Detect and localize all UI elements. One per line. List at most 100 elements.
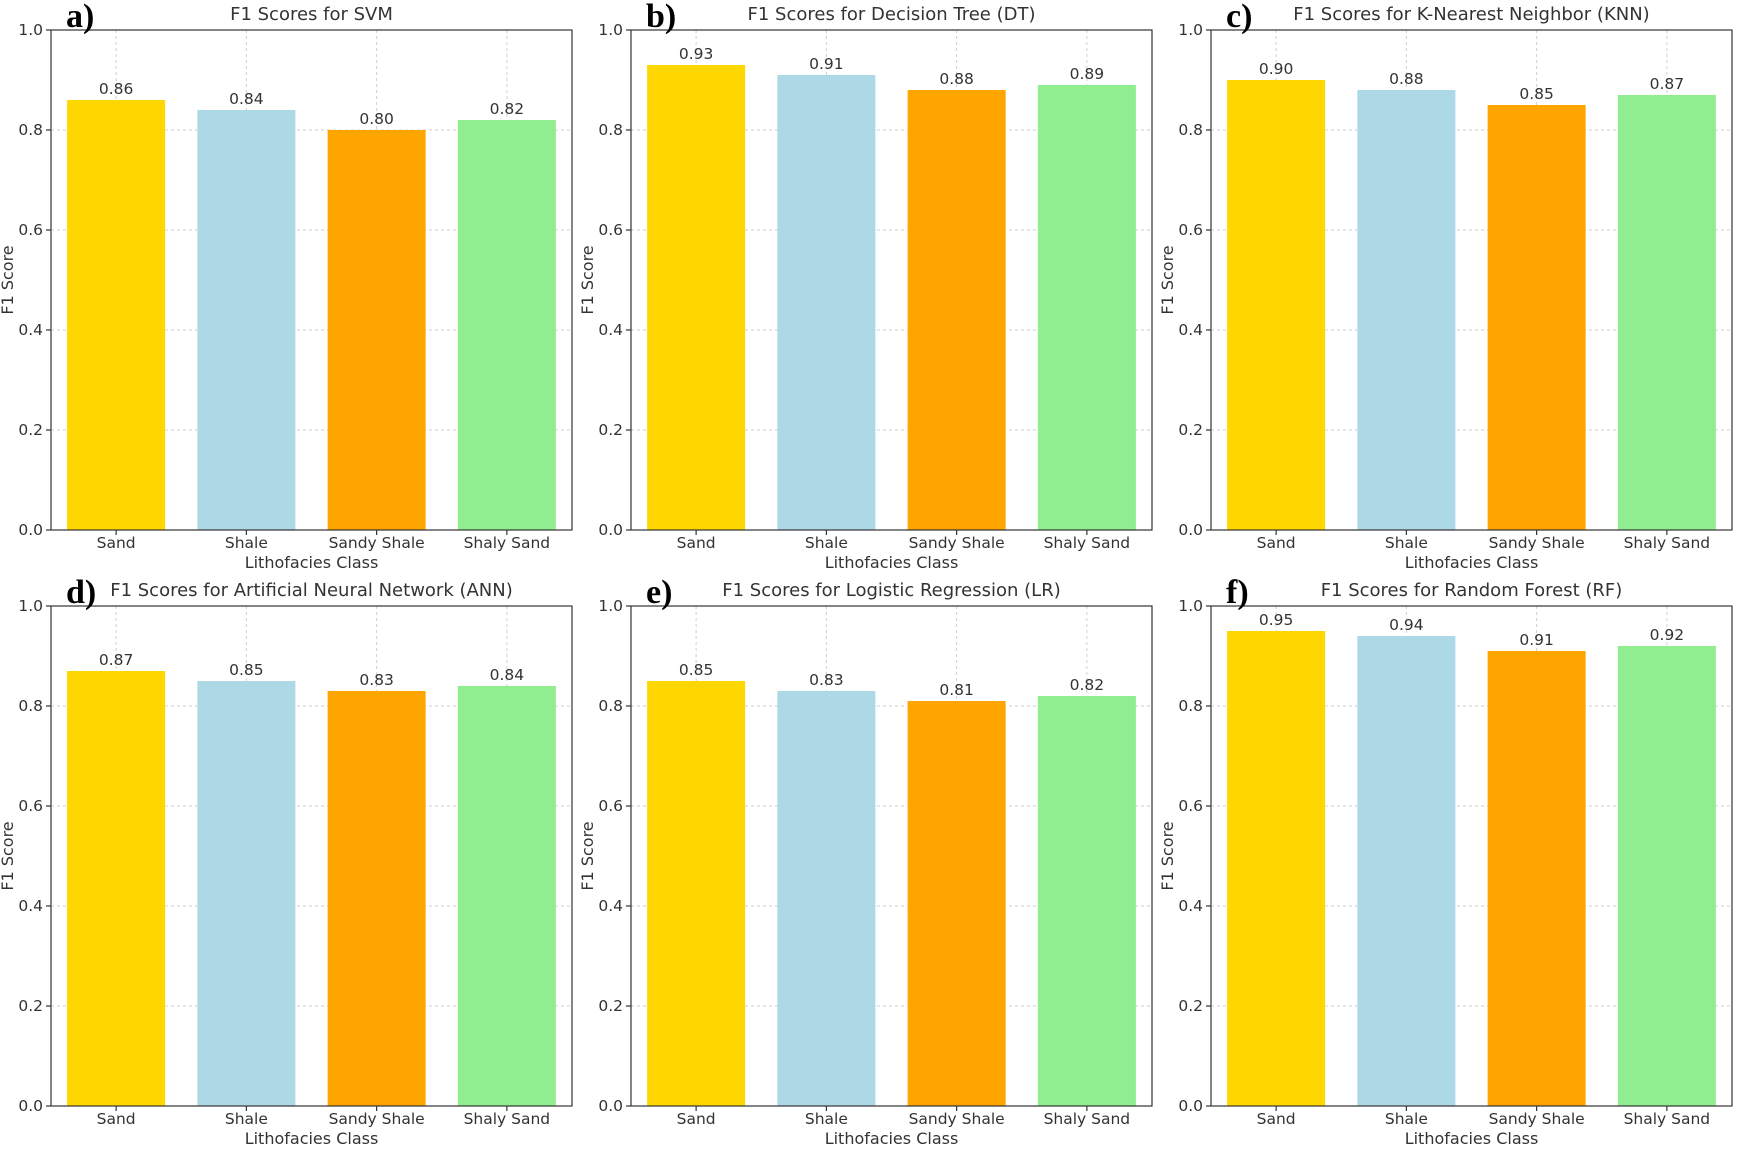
x-tick-label: Sandy Shale <box>1489 534 1585 552</box>
y-tick-label: 0.0 <box>598 521 623 539</box>
data-label: 0.80 <box>359 110 394 128</box>
data-label: 0.86 <box>99 80 134 98</box>
data-label: 0.94 <box>1389 616 1424 634</box>
bar <box>1617 95 1716 530</box>
data-label: 0.91 <box>1519 631 1554 649</box>
chart-panel-6: 0.95 0.94 0.91 0.92 0.0 0.2 0.4 0.6 0.8 1.0 Sand Sh… <box>1158 574 1740 1152</box>
y-tick-label: 0.0 <box>1178 521 1203 539</box>
x-tick-label: Sandy Shale <box>909 1110 1005 1128</box>
chart-title: F1 Scores for Artificial Neural Network … <box>110 580 513 601</box>
data-label: 0.87 <box>1650 75 1685 93</box>
data-label: 0.93 <box>679 45 714 63</box>
bar <box>197 681 296 1106</box>
bar <box>1487 105 1586 530</box>
x-tick-label: Shaly Sand <box>464 1110 551 1128</box>
x-tick-label: Sandy Shale <box>329 534 425 552</box>
chart-title: F1 Scores for SVM <box>230 4 393 25</box>
bar <box>1617 646 1716 1106</box>
x-tick-label: Shale <box>1385 1110 1428 1128</box>
y-tick-label: 0.4 <box>1178 321 1203 339</box>
y-tick-label: 0.0 <box>18 1097 43 1115</box>
panel-letter: f) <box>1226 574 1249 611</box>
axes-frame <box>630 605 1153 1107</box>
x-axis-label: Lithofacies Class <box>245 553 379 572</box>
x-tick-label: Shaly Sand <box>464 534 551 552</box>
bar <box>647 681 746 1106</box>
y-tick-label: 0.4 <box>18 897 43 915</box>
data-label: 0.83 <box>359 671 394 689</box>
x-axis-label: Lithofacies Class <box>825 1129 959 1148</box>
x-tick-label: Sand <box>1257 534 1296 552</box>
y-tick-label: 0.8 <box>18 121 43 139</box>
x-tick-label: Sandy Shale <box>909 534 1005 552</box>
bar <box>327 691 426 1106</box>
y-tick-label: 1.0 <box>598 21 623 39</box>
y-tick-label: 0.0 <box>1178 1097 1203 1115</box>
x-tick-label: Shaly Sand <box>1624 534 1711 552</box>
bar <box>647 65 746 530</box>
bar-chart: 0.95 0.94 0.91 0.92 0.0 0.2 0.4 0.6 0.8 1.0 Sand Sh… <box>1158 580 1733 1148</box>
bar <box>1037 696 1136 1106</box>
data-label: 0.88 <box>939 70 974 88</box>
x-tick-label: Shaly Sand <box>1044 534 1131 552</box>
x-tick-label: Shale <box>805 534 848 552</box>
axes-frame <box>50 605 573 1107</box>
bar <box>1487 651 1586 1106</box>
y-tick-label: 0.2 <box>598 997 623 1015</box>
x-axis-label: Lithofacies Class <box>825 553 959 572</box>
chart-panel-4: 0.87 0.85 0.83 0.84 0.0 0.2 0.4 0.6 0.8 1.0 Sand Sh… <box>0 576 580 1152</box>
x-tick-label: Shaly Sand <box>1624 1110 1711 1128</box>
y-tick-label: 0.6 <box>598 797 623 815</box>
data-label: 0.84 <box>490 666 525 684</box>
y-tick-label: 0.2 <box>1178 997 1203 1015</box>
data-label: 0.83 <box>809 671 844 689</box>
x-tick-label: Shale <box>225 1110 268 1128</box>
bar <box>1037 85 1136 530</box>
bar <box>1357 90 1456 530</box>
chart-panel-1: 0.86 0.84 0.80 0.82 0.0 0.2 0.4 0.6 0.8 1.0 Sand Sh… <box>0 0 580 576</box>
bar <box>777 691 876 1106</box>
x-tick-label: Sandy Shale <box>329 1110 425 1128</box>
bar <box>67 671 166 1106</box>
y-tick-label: 0.4 <box>598 897 623 915</box>
chart-panel-3: 0.90 0.88 0.85 0.87 0.0 0.2 0.4 0.6 0.8 1.0 Sand Sh… <box>1158 0 1740 576</box>
data-label: 0.92 <box>1650 626 1685 644</box>
y-tick-label: 0.4 <box>18 321 43 339</box>
y-tick-label: 0.2 <box>1178 421 1203 439</box>
data-label: 0.81 <box>939 681 974 699</box>
y-axis-label: F1 Score <box>0 245 17 314</box>
bar <box>1357 636 1456 1106</box>
data-label: 0.84 <box>229 90 264 108</box>
y-tick-label: 0.6 <box>18 221 43 239</box>
y-tick-label: 1.0 <box>18 597 43 615</box>
bar <box>907 701 1006 1106</box>
x-tick-label: Sand <box>97 534 136 552</box>
axes-frame <box>630 29 1153 531</box>
panel-letter: a) <box>66 0 95 35</box>
y-tick-label: 0.6 <box>18 797 43 815</box>
y-tick-label: 1.0 <box>598 597 623 615</box>
y-tick-label: 0.0 <box>18 521 43 539</box>
bar <box>197 110 296 530</box>
bar-chart: 0.87 0.85 0.83 0.84 0.0 0.2 0.4 0.6 0.8 1.0 Sand Sh… <box>0 580 573 1148</box>
panel-letter: e) <box>646 574 673 611</box>
bar <box>327 130 426 530</box>
y-tick-label: 0.8 <box>598 697 623 715</box>
panel-letter: d) <box>66 574 97 611</box>
bar <box>67 100 166 530</box>
x-tick-label: Shale <box>1385 534 1428 552</box>
y-axis-label: F1 Score <box>0 821 17 890</box>
data-label: 0.88 <box>1389 70 1424 88</box>
y-tick-label: 0.2 <box>18 421 43 439</box>
x-tick-label: Shaly Sand <box>1044 1110 1131 1128</box>
data-label: 0.82 <box>490 100 525 118</box>
x-axis-label: Lithofacies Class <box>1405 553 1539 572</box>
bar <box>1227 631 1326 1106</box>
y-tick-label: 0.2 <box>598 421 623 439</box>
bar <box>457 120 556 530</box>
bar-chart: 0.93 0.91 0.88 0.89 0.0 0.2 0.4 0.6 0.8 1.0 Sand Sh… <box>578 4 1153 572</box>
bar <box>457 686 556 1106</box>
chart-title: F1 Scores for K-Nearest Neighbor (KNN) <box>1293 4 1649 25</box>
axes-frame <box>1210 29 1733 531</box>
y-tick-label: 0.4 <box>1178 897 1203 915</box>
